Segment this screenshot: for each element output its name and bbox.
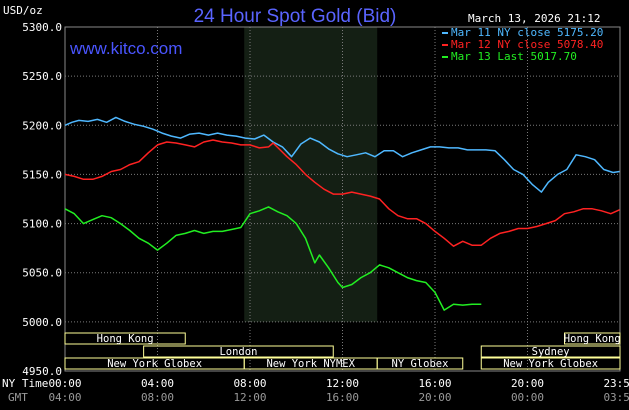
session-label-4: Sydney xyxy=(532,346,570,358)
legend-entry-2: Mar 12 NY close 5078.40 xyxy=(451,38,603,51)
session-label-8: New York Globex xyxy=(503,358,598,370)
x-tick-label-ny: 08:00 xyxy=(233,377,266,390)
series-line-1 xyxy=(64,116,620,193)
legend-entry-1: Mar 11 NY close 5175.20 xyxy=(451,26,603,39)
series-line-3 xyxy=(64,206,482,311)
chart-timestamp: March 13, 2026 21:12 xyxy=(468,12,600,25)
y-tick-label: 5050.0 xyxy=(22,267,62,280)
x-tick-label-gmt: 16:00 xyxy=(326,391,359,404)
x-tick-label-ny: 20:00 xyxy=(511,377,544,390)
x-axis-ticks: 00:0004:0004:0008:0008:0012:0012:0016:00… xyxy=(48,377,629,404)
legend-entry-3: Mar 13 Last 5017.70 xyxy=(451,50,577,63)
plot-frame xyxy=(64,26,621,372)
y-axis-label: USD/oz xyxy=(3,4,43,17)
y-tick-label: 5000.0 xyxy=(22,316,62,329)
brand-watermark: www.kitco.com xyxy=(69,39,182,58)
y-tick-label: 5100.0 xyxy=(22,218,62,231)
y-tick-label: 5250.0 xyxy=(22,70,62,83)
x-tick-label-gmt: 00:00 xyxy=(511,391,544,404)
session-box-7 xyxy=(376,357,464,370)
x-tick-label-ny: 23:59 xyxy=(603,377,629,390)
session-label-5: New York Globex xyxy=(107,358,202,370)
x-tick-label-gmt: 20:00 xyxy=(418,391,451,404)
x-tick-label-ny: 16:00 xyxy=(418,377,451,390)
session-label-7: NY Globex xyxy=(392,358,449,370)
grid-lines xyxy=(64,26,621,372)
y-axis-ticks: 5300.0 5250.0 5200.0 5150.0 5100.0 5050.0 5000… xyxy=(22,21,62,378)
x-tick-label-ny: 00:00 xyxy=(48,377,81,390)
x-axis-label-ny: NY Time xyxy=(2,377,48,390)
x-axis-label-gmt: GMT xyxy=(8,391,28,404)
session-box-8 xyxy=(480,357,621,370)
x-tick-label-gmt: 04:00 xyxy=(48,391,81,404)
x-tick-label-gmt: 12:00 xyxy=(233,391,266,404)
session-box-3 xyxy=(143,345,334,358)
price-series xyxy=(64,116,620,311)
session-label-2: Hong Kong xyxy=(564,333,621,345)
session-label-6: New York NYMEX xyxy=(266,358,355,370)
x-tick-label-gmt: 08:00 xyxy=(141,391,174,404)
y-tick-label: 5150.0 xyxy=(22,168,62,181)
y-tick-label: 5200.0 xyxy=(22,119,62,132)
x-tick-label-gmt: 03:59 xyxy=(603,391,629,404)
session-box-1 xyxy=(64,332,186,345)
x-tick-label-ny: 12:00 xyxy=(326,377,359,390)
session-box-4 xyxy=(480,345,621,358)
session-box-2 xyxy=(564,332,621,345)
nymex-session-highlight xyxy=(244,27,378,322)
x-tick-label-ny: 04:00 xyxy=(141,377,174,390)
session-label-1: Hong Kong xyxy=(97,333,154,345)
y-tick-label: 4950.0 xyxy=(22,365,62,378)
chart-title: 24 Hour Spot Gold (Bid) xyxy=(194,6,397,27)
session-label-3: London xyxy=(219,346,257,358)
series-line-2 xyxy=(64,139,620,247)
y-tick-label: 5300.0 xyxy=(22,21,62,34)
